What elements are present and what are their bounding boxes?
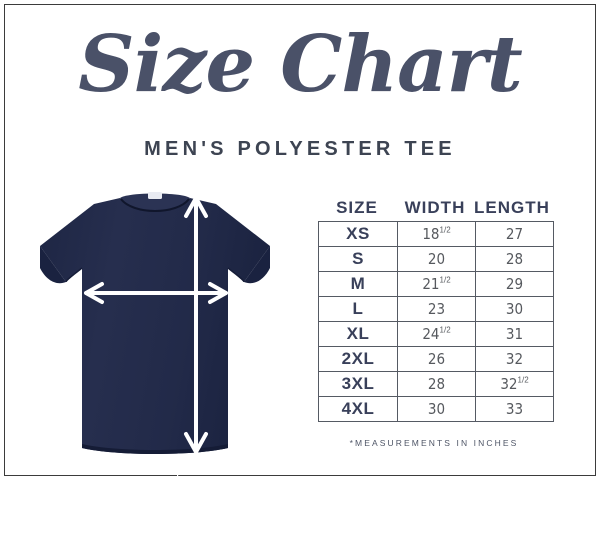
cell-length: 33 xyxy=(475,396,554,422)
cell-width: 26 xyxy=(397,346,476,372)
neck-tag xyxy=(148,192,162,199)
table-row: XS 181/2 27 xyxy=(318,221,554,247)
left-cuff xyxy=(40,246,66,284)
cell-length: 29 xyxy=(475,271,554,297)
width-arrow xyxy=(84,282,228,304)
collar-seam xyxy=(120,198,190,212)
width-measure-label: WIDTH xyxy=(128,458,194,475)
cell-width: 241/2 xyxy=(397,321,476,347)
fraction-superscript: 1/2 xyxy=(439,325,451,335)
table-row: 3XL 28 321/2 xyxy=(318,371,554,397)
tshirt-illustration: WIDTH LENGTH xyxy=(20,190,290,545)
table-row: 2XL 26 32 xyxy=(318,346,554,372)
table-row: L 23 30 xyxy=(318,296,554,322)
right-cuff xyxy=(244,246,270,284)
length-arrow xyxy=(184,196,208,454)
table-row: S 20 28 xyxy=(318,246,554,272)
cell-length: 31 xyxy=(475,321,554,347)
left-sleeve-seam xyxy=(65,267,83,283)
cell-length: 32 xyxy=(475,346,554,372)
fraction-superscript: 1/2 xyxy=(517,375,529,385)
column-header-size: SIZE xyxy=(336,198,378,217)
shirt-body xyxy=(40,198,270,454)
cell-width: 181/2 xyxy=(397,221,476,247)
cell-size: XL xyxy=(318,321,398,347)
length-measure-label: LENGTH xyxy=(170,464,187,545)
cell-size: M xyxy=(318,271,398,297)
cell-size: XS xyxy=(318,221,398,247)
tshirt-icon xyxy=(40,192,270,454)
cell-length: 30 xyxy=(475,296,554,322)
cell-size: L xyxy=(318,296,398,322)
measurements-note: *MEASUREMENTS IN INCHES xyxy=(349,438,519,448)
table-row: 4XL 30 33 xyxy=(318,396,554,422)
table-row: XL 241/2 31 xyxy=(318,321,554,347)
cell-width: 20 xyxy=(397,246,476,272)
table-header-row: SIZE WIDTH LENGTH xyxy=(318,198,550,221)
cell-width: 28 xyxy=(397,371,476,397)
cell-size: 3XL xyxy=(318,371,398,397)
shirt-collar xyxy=(120,193,190,210)
table-row: M 211/2 29 xyxy=(318,271,554,297)
cell-size: S xyxy=(318,246,398,272)
cell-width: 23 xyxy=(397,296,476,322)
size-chart-page: Size Chart MEN'S POLYESTER TEE xyxy=(4,4,596,545)
cell-size: 4XL xyxy=(318,396,398,422)
right-sleeve-seam xyxy=(227,267,245,283)
page-subtitle: MEN'S POLYESTER TEE xyxy=(144,138,456,160)
size-table-body: XS 181/2 27 S 20 28 M 211/2 29 L 23 30 XL 241/2 31 2XL 2… xyxy=(318,221,554,422)
cell-size: 2XL xyxy=(318,346,398,372)
size-table: SIZE WIDTH LENGTH XS 181/2 27 S 20 28 M 211/2 29… xyxy=(318,198,554,422)
column-header-width: WIDTH xyxy=(404,198,466,217)
cell-length: 321/2 xyxy=(475,371,554,397)
shirt-hem xyxy=(82,444,228,454)
cell-width: 211/2 xyxy=(397,271,476,297)
fraction-superscript: 1/2 xyxy=(439,225,451,235)
column-header-length: LENGTH xyxy=(474,198,550,217)
cell-length: 28 xyxy=(475,246,554,272)
cell-length: 27 xyxy=(475,221,554,247)
size-table-grid: XS 181/2 27 S 20 28 M 211/2 29 L 23 30 XL 241/2 31 2XL 2… xyxy=(318,221,554,422)
page-title: Size Chart xyxy=(78,19,523,110)
cell-width: 30 xyxy=(397,396,476,422)
fraction-superscript: 1/2 xyxy=(439,275,451,285)
